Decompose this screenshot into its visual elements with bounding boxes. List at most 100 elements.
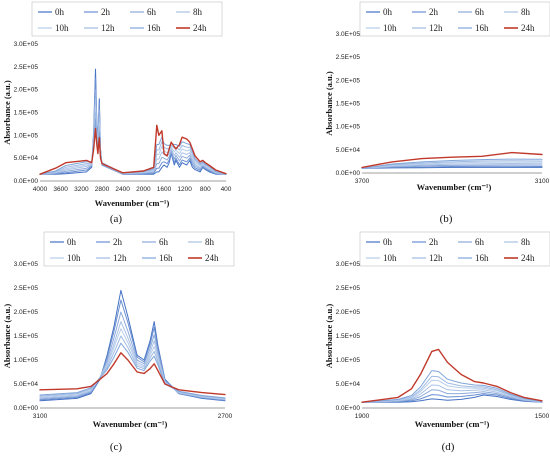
series-line-8h (361, 384, 543, 403)
y-tick-label: 1.0E+05 (14, 357, 39, 364)
x-tick-label: 3100 (33, 413, 48, 420)
y-axis-label: Absorbance (a.u.) (2, 304, 12, 369)
y-tick-label: 1.5E+05 (14, 110, 39, 117)
y-tick-label: 3.0E+05 (14, 261, 39, 268)
legend-entry: 16h (458, 23, 489, 33)
series-line-6h (361, 164, 543, 169)
x-axis-label: Wavenumber (cm⁻¹) (93, 419, 168, 429)
y-tick-label: 5.0E+04 (14, 381, 39, 388)
legend-label: 0h (383, 237, 393, 247)
legend-label: 6h (475, 7, 485, 17)
series-line-10h (361, 161, 543, 169)
series-line-0h (361, 394, 543, 403)
y-tick-label: 2.0E+05 (336, 309, 361, 316)
panel-caption: (d) (442, 441, 455, 453)
y-axis-label: Absorbance (a.u.) (2, 80, 12, 145)
legend-entry: 10h (366, 253, 397, 263)
y-tick-label: 2.0E+05 (14, 87, 39, 94)
legend-label: 24h (521, 23, 535, 33)
legend-entry: 8h (176, 7, 203, 17)
legend-label: 24h (205, 253, 219, 263)
series-line-16h (361, 158, 543, 169)
legend-entry: 12h (96, 253, 127, 263)
legend-label: 8h (521, 7, 531, 17)
legend-frame (359, 1, 550, 37)
series-line-24h (361, 151, 543, 169)
legend-label: 12h (113, 253, 127, 263)
legend-entry: 0h (366, 237, 393, 247)
x-axis-label: Wavenumber (cm⁻¹) (417, 182, 492, 192)
legend-entry: 24h (188, 253, 219, 263)
series-line-2h (361, 165, 543, 169)
y-tick-label: 5.0E+04 (336, 147, 361, 154)
legend-entry: 12h (412, 23, 443, 33)
legend-label: 2h (113, 237, 123, 247)
x-tick-label: 2700 (218, 413, 233, 420)
y-tick-label: 0.0E+00 (14, 405, 39, 412)
y-tick-label: 0.0E+00 (336, 405, 361, 412)
panel-a: 0h 2h 6h 8h 10h 12h 16h 24h 0.0E+00 5.0E+04 1.0E+0… (2, 1, 232, 225)
y-tick-label: 0.0E+00 (14, 178, 39, 185)
series-line-6h (39, 89, 227, 175)
legend-label: 2h (101, 7, 111, 17)
x-tick-label: 2000 (136, 186, 151, 193)
y-tick-label: 3.0E+05 (336, 31, 361, 38)
legend-entry: 12h (412, 253, 443, 263)
series-line-24h (39, 352, 226, 396)
x-tick-label: 1900 (355, 413, 370, 420)
panel-caption: (a) (110, 213, 123, 225)
y-tick-label: 3.0E+05 (14, 41, 39, 48)
legend-label: 16h (475, 23, 489, 33)
y-tick-label: 1.0E+05 (336, 124, 361, 131)
legend-entry: 2h (412, 7, 439, 17)
legend-label: 12h (101, 23, 115, 33)
legend-entry: 2h (412, 237, 439, 247)
legend-frame (43, 231, 235, 267)
series-line-24h (39, 124, 227, 175)
legend-entry: 6h (130, 7, 157, 17)
x-tick-label: 3600 (53, 186, 68, 193)
x-tick-label: 1500 (535, 413, 550, 420)
legend-label: 16h (159, 253, 173, 263)
legend-entry: 2h (96, 237, 123, 247)
legend-label: 24h (521, 253, 535, 263)
legend-label: 6h (147, 7, 157, 17)
legend-label: 10h (67, 253, 81, 263)
series-line-24h (361, 348, 543, 403)
legend-label: 0h (383, 7, 393, 17)
legend-entry: 0h (50, 237, 77, 247)
legend-label: 2h (429, 237, 439, 247)
legend-label: 10h (383, 253, 397, 263)
legend-label: 10h (55, 23, 69, 33)
y-tick-label: 5.0E+04 (14, 155, 39, 162)
legend-entry: 16h (130, 23, 161, 33)
x-tick-label: 4000 (33, 186, 48, 193)
y-tick-label: 2.5E+05 (336, 54, 361, 61)
y-tick-label: 1.0E+05 (14, 132, 39, 139)
x-tick-label: 2800 (95, 186, 110, 193)
series-line-12h (361, 375, 543, 403)
legend-entry: 8h (504, 7, 531, 17)
series-line-16h (361, 370, 543, 403)
x-tick-label: 400 (221, 186, 232, 193)
legend-entry: 10h (38, 23, 69, 33)
y-tick-label: 1.5E+05 (336, 101, 361, 108)
legend-entry: 10h (50, 253, 81, 263)
x-axis-label: Wavenumber (cm⁻¹) (415, 419, 490, 429)
y-axis-label: Absorbance (a.u.) (324, 71, 334, 136)
legend-entry: 12h (84, 23, 115, 33)
legend-label: 6h (159, 237, 169, 247)
panel-caption: (b) (440, 213, 453, 225)
legend-label: 12h (429, 23, 443, 33)
legend-label: 8h (521, 237, 531, 247)
x-tick-label: 3700 (355, 178, 370, 185)
legend-label: 10h (383, 23, 397, 33)
y-tick-label: 1.5E+05 (336, 333, 361, 340)
legend-entry: 16h (458, 253, 489, 263)
legend-entry: 0h (38, 7, 65, 17)
legend-entry: 6h (458, 237, 485, 247)
legend-entry: 2h (84, 7, 111, 17)
y-tick-label: 1.0E+05 (336, 357, 361, 364)
legend-entry: 24h (504, 23, 535, 33)
